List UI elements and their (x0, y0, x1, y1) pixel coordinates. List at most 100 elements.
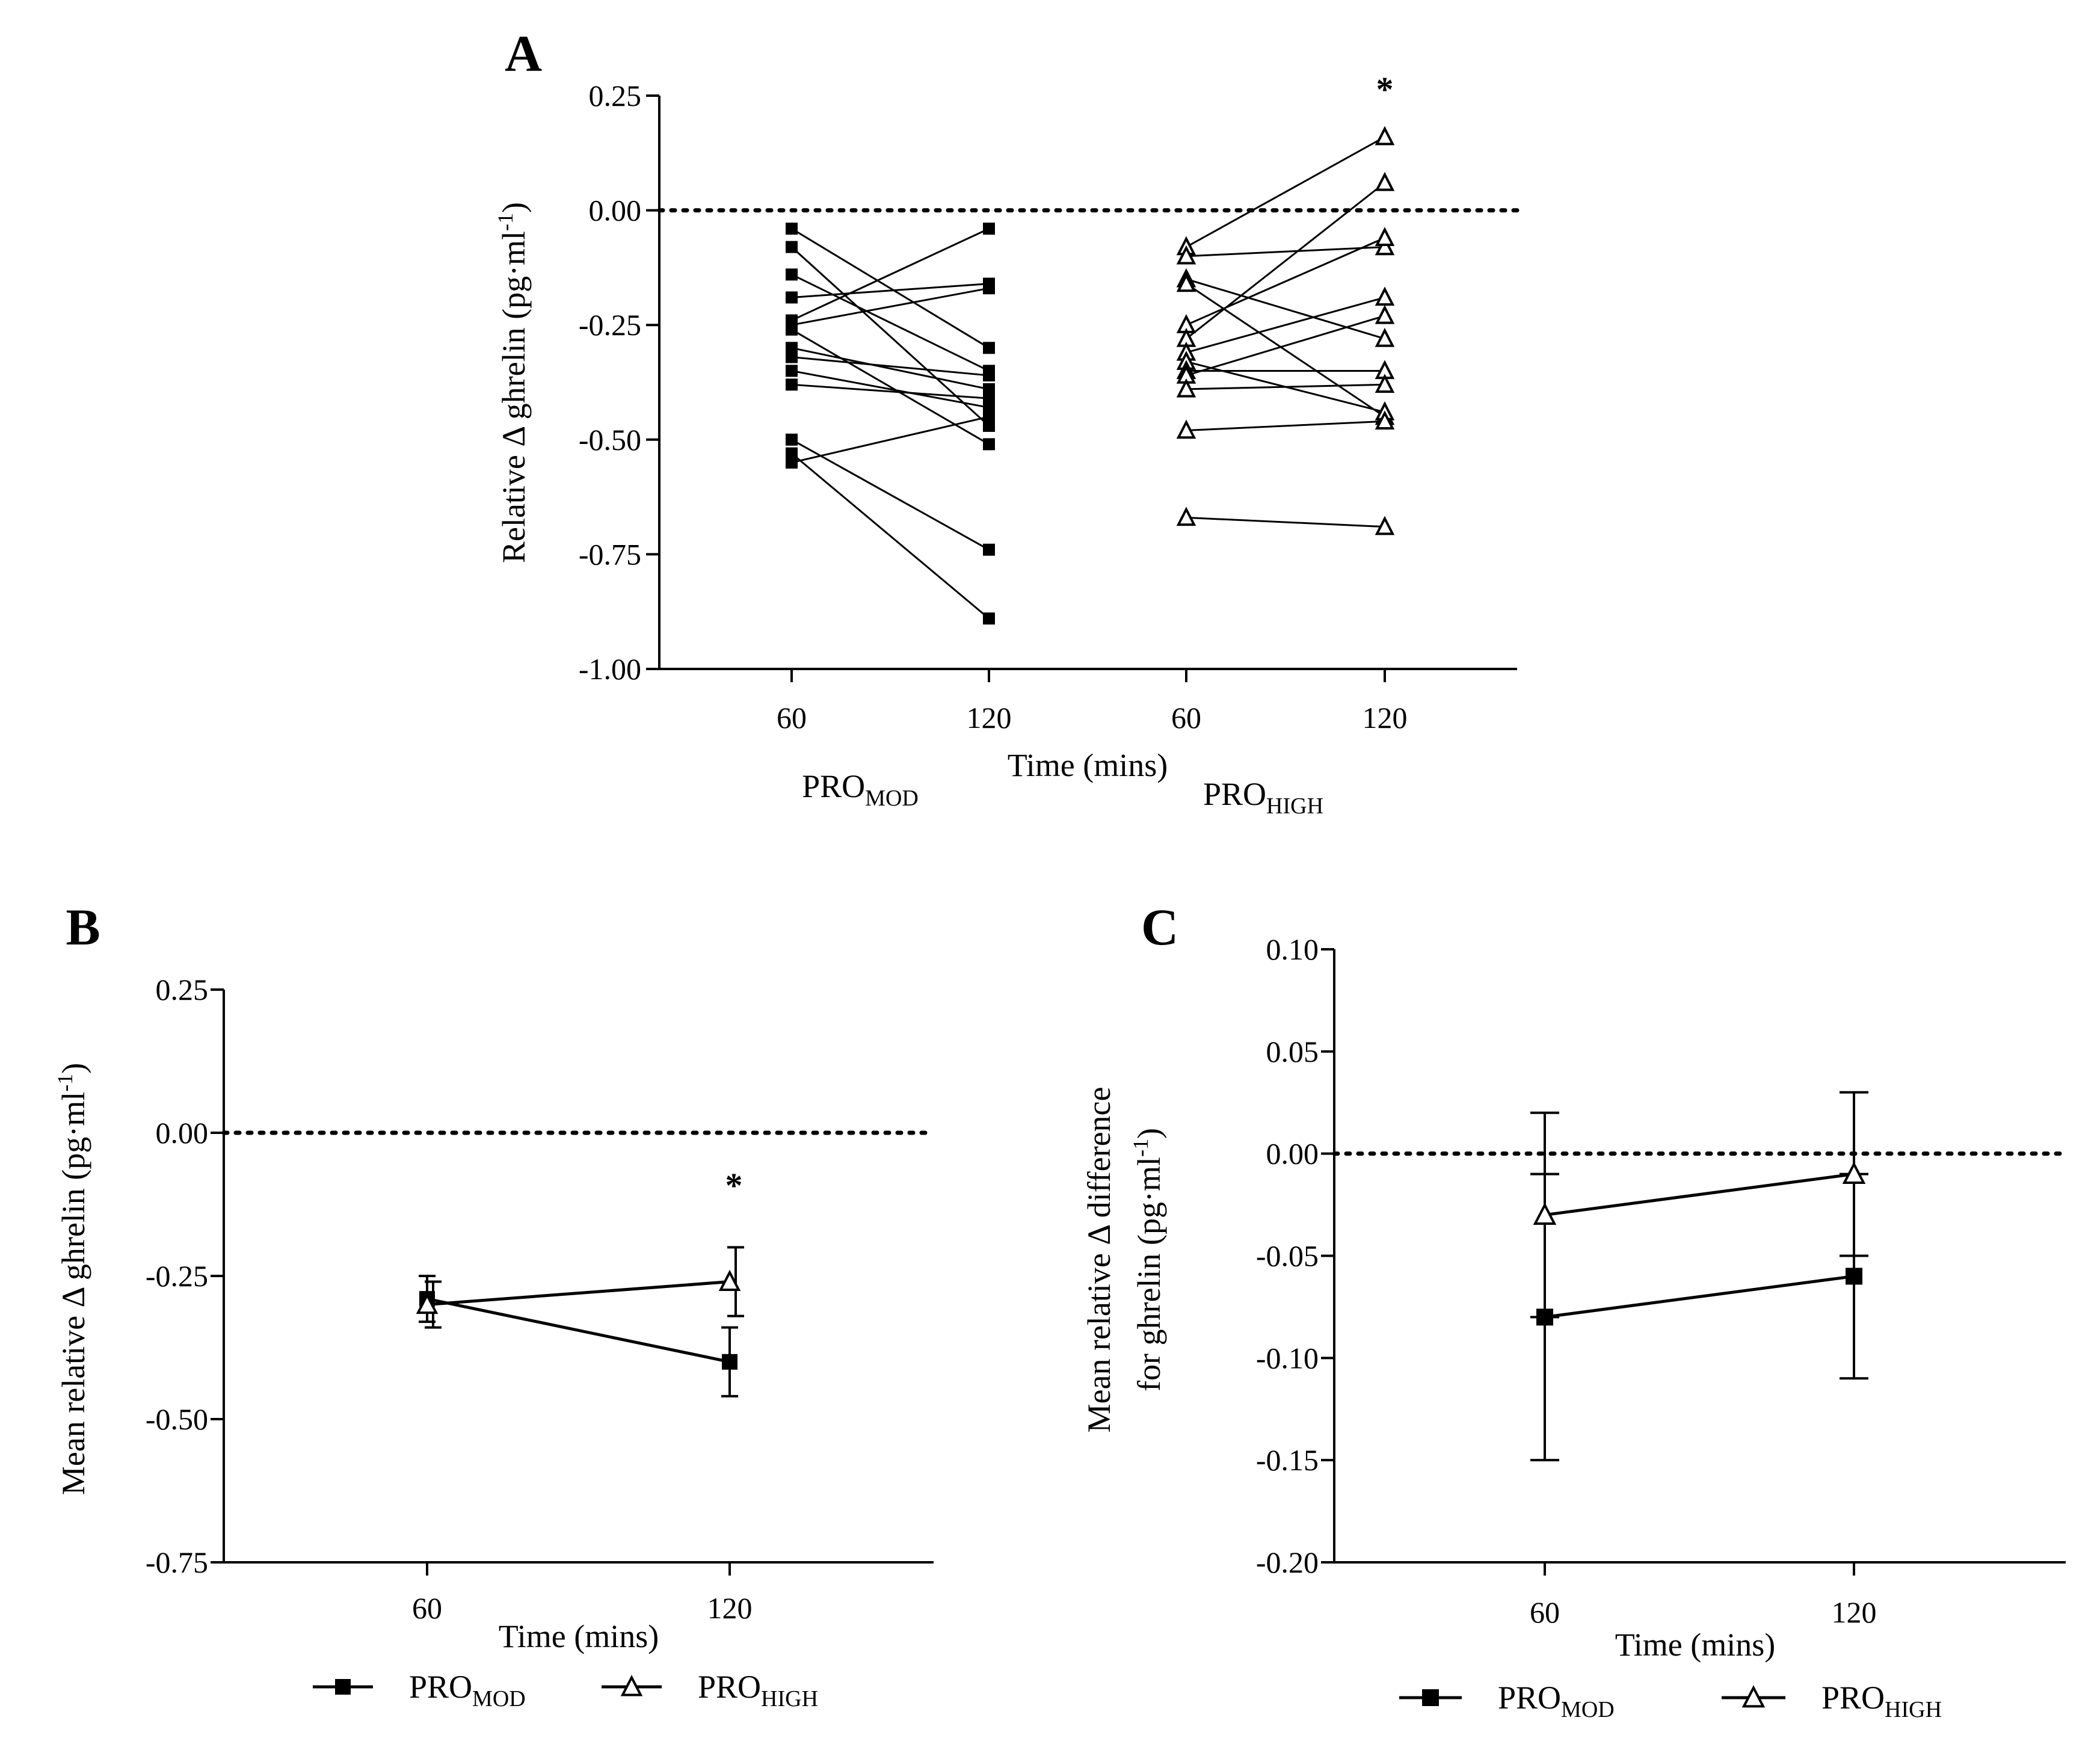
x-axis-title: Time (mins) (499, 1618, 659, 1654)
y-tick-label: 0.00 (1266, 1137, 1319, 1171)
pro-high-point (1375, 286, 1395, 306)
pro-mod-point (786, 268, 798, 281)
x-tick-label: 120 (967, 701, 1012, 735)
group-label-pro-high: PROHIGH (1203, 776, 1323, 819)
pro-high-pair-line (1186, 297, 1385, 354)
pro-mod-pair-line (791, 287, 990, 326)
y-tick-label: -0.20 (1256, 1545, 1319, 1579)
pro-mod-point (983, 438, 995, 451)
panel-b: B 0.25 0.00 -0.25 -0.50 -0.75 60 120 Mean relati… (53, 898, 936, 1711)
y-tick-label: 0.25 (589, 79, 642, 112)
significance-asterisk: * (725, 1166, 743, 1205)
pro-high-point (1176, 245, 1196, 265)
pro-mod-pair-line (791, 416, 990, 464)
panel-letter-c: C (1141, 898, 1178, 956)
legend-pro-high-label: PROHIGH (698, 1669, 818, 1711)
legend-pro-mod-marker (335, 1679, 351, 1695)
pro-mod-point (983, 543, 995, 556)
pro-mod-point (722, 1354, 737, 1370)
legend-pro-mod-marker (1422, 1689, 1439, 1706)
y-tick-label: -0.10 (1256, 1341, 1319, 1375)
legend-pro-mod-label: PROMOD (1498, 1680, 1615, 1722)
pro-mod-pair-line (791, 356, 990, 377)
pro-high-point (1176, 273, 1196, 292)
x-tick-label: 120 (1363, 701, 1408, 735)
pro-mod-pair-line (791, 227, 990, 321)
pro-mod-pair-line (791, 383, 990, 399)
pro-high-point (1375, 304, 1395, 324)
pro-mod-pair-line (791, 452, 990, 620)
pro-high-pair-line (1186, 246, 1385, 257)
pro-high-point (1842, 1161, 1866, 1185)
legend: PROMOD PROHIGH (313, 1669, 818, 1711)
pro-mod-point (786, 241, 798, 253)
y-tick-label: 0.25 (156, 973, 209, 1006)
pro-high-pair-line (1186, 383, 1385, 390)
significance-asterisk: * (1376, 70, 1394, 109)
y-tick-label: -0.50 (146, 1402, 208, 1436)
pro-high-pair-line (1186, 420, 1385, 432)
y-tick-label: -1.00 (579, 652, 641, 686)
pro-high-point (1533, 1202, 1557, 1225)
x-axis-title: Time (mins) (1008, 747, 1168, 783)
y-tick-label: -0.75 (146, 1545, 208, 1579)
pro-mod-point (786, 323, 798, 336)
pro-mod-pair-line (791, 227, 990, 349)
pro-mod-point (786, 378, 798, 391)
pro-mod-point (983, 419, 995, 432)
pro-high-pair-line (1186, 283, 1385, 417)
y-axis-title: Mean relative Δ ghrelin (pg·ml-1) (53, 1063, 91, 1496)
x-tick-label: 60 (412, 1591, 442, 1625)
x-axis-title: Time (mins) (1615, 1627, 1776, 1663)
y-tick-label: -0.05 (1256, 1239, 1319, 1273)
pro-high-point (1176, 507, 1196, 526)
pro-high-pair-line (1186, 182, 1385, 340)
pro-mod-point (983, 369, 995, 382)
pro-high-point (1375, 126, 1395, 146)
pro-high-point (1176, 378, 1196, 398)
y-tick-label: -0.25 (579, 308, 641, 342)
legend-pro-high-label: PROHIGH (1821, 1680, 1942, 1722)
pro-mod-point (786, 223, 798, 235)
pro-mod-point (983, 282, 995, 295)
pro-high-point (1375, 227, 1395, 247)
y-tick-label: 0.05 (1266, 1035, 1319, 1068)
y-tick-label: 0.10 (1266, 932, 1319, 966)
x-tick-label: 60 (777, 701, 807, 735)
x-tick-label: 120 (1832, 1595, 1877, 1629)
legend-pro-mod-label: PROMOD (409, 1669, 526, 1711)
pro-high-point (1375, 374, 1395, 393)
legend: PROMOD PROHIGH (1399, 1680, 1942, 1722)
pro-mod-point (786, 342, 798, 354)
pro-high-point (1375, 516, 1395, 535)
pro-high-pair-line (1186, 278, 1385, 340)
pro-mod-point (786, 365, 798, 377)
pro-high-series-line (426, 1280, 730, 1307)
pro-mod-point (983, 223, 995, 235)
panel-letter-b: B (66, 898, 100, 956)
pro-high-pair-line (1186, 236, 1385, 326)
group-label-pro-mod: PROMOD (802, 768, 919, 811)
pro-mod-pair-line (791, 283, 990, 298)
pro-mod-series-line (426, 1297, 730, 1364)
y-axis-title-line2: for ghrelin (pg·ml-1) (1129, 1128, 1167, 1391)
x-tick-label: 60 (1530, 1595, 1560, 1629)
pro-mod-point (1846, 1268, 1862, 1285)
pro-high-point (416, 1292, 439, 1314)
pro-high-point (718, 1269, 741, 1292)
legend-pro-high-marker (620, 1675, 643, 1696)
pro-high-point (1375, 171, 1395, 191)
panel-letter-a: A (505, 25, 542, 82)
pro-mod-point (983, 410, 995, 423)
panel-c: C 0.10 0.05 0.00 -0.05 -0.10 -0.15 -0.20 60 120 Me… (1081, 898, 2068, 1722)
pro-high-pair-line (1186, 516, 1385, 528)
y-tick-label: 0.00 (589, 194, 642, 227)
pro-high-series-line (1544, 1172, 1855, 1217)
pro-mod-series-line (1544, 1274, 1855, 1319)
pro-mod-point (786, 456, 798, 469)
pro-high-point (1375, 327, 1395, 347)
pro-mod-point (983, 392, 995, 405)
pro-mod-pair-line (791, 439, 990, 551)
pro-mod-pair-line (791, 347, 990, 390)
